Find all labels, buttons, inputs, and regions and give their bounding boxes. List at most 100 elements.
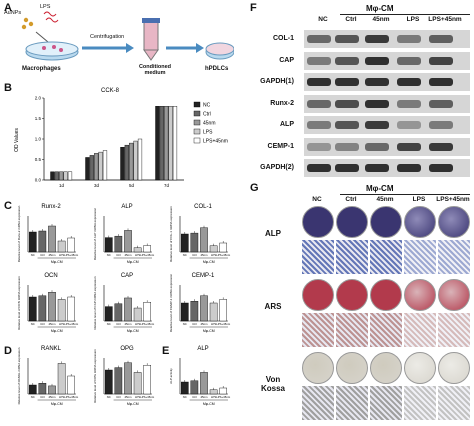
- blot-band: [335, 121, 359, 129]
- stain-row-label: ALP: [265, 229, 281, 238]
- bar: [124, 297, 132, 322]
- blot-band: [397, 142, 421, 151]
- y-axis-label: Relative level of Runx-2 mRNA expression: [17, 205, 21, 262]
- x-axis-label: Mφ-CM: [127, 260, 139, 264]
- x-tick-label: LPS: [59, 395, 64, 399]
- blot-band: [365, 35, 389, 43]
- blot-row-label: COL-1: [273, 35, 294, 42]
- bar: [67, 296, 75, 322]
- blot-band: [397, 56, 421, 65]
- bar: [29, 384, 37, 395]
- x-tick-label: Ctrl: [192, 395, 197, 399]
- bar: [29, 296, 37, 322]
- chart-title: OCN: [44, 273, 57, 279]
- stain-column-label: LPS: [412, 196, 426, 203]
- blot-band: [307, 164, 331, 172]
- bar: [133, 372, 142, 395]
- y-axis-label: Relative level of CEMP-1 mRNA expression: [169, 274, 173, 333]
- blot-band: [429, 164, 453, 172]
- chart-title: COL-1: [194, 204, 212, 210]
- bar: [102, 150, 108, 181]
- panel-letter-a: A: [4, 2, 12, 14]
- blot-band: [429, 121, 453, 129]
- stain-row-label: Von Kossa: [260, 375, 285, 393]
- bar: [143, 365, 152, 395]
- stain-column-label: NC: [312, 196, 322, 203]
- x-tick-label: LPS: [211, 322, 216, 326]
- x-tick-label: Ctrl: [116, 395, 121, 399]
- bar: [104, 237, 113, 253]
- x-tick-label: 45nm: [201, 395, 209, 399]
- micrograph: [438, 240, 470, 274]
- bar: [190, 380, 199, 395]
- x-tick-label: LPS+45nm: [140, 395, 155, 399]
- chart-title: OPG: [120, 346, 134, 352]
- x-tick-label: NC: [183, 395, 187, 399]
- bar: [104, 369, 113, 395]
- bar: [50, 171, 55, 181]
- hpdlcs-label: hPDLCs: [205, 66, 229, 72]
- bar: [63, 171, 68, 181]
- stain-column-label: LPS+45nm: [436, 196, 470, 203]
- x-tick-label: LPS: [59, 253, 64, 257]
- micrograph: [404, 313, 436, 347]
- y-axis-label: ALP activity: [169, 368, 173, 384]
- stain-column-label: 45nm: [376, 196, 394, 203]
- lps-label: LPS: [40, 4, 51, 10]
- blot-strip: [304, 30, 470, 48]
- x-tick-label: NC: [31, 253, 35, 257]
- bar: [94, 153, 99, 181]
- stain-header-line: [340, 194, 470, 195]
- chart-title: ALP: [121, 204, 132, 210]
- culture-well: [302, 352, 334, 384]
- x-tick-label: LPS+45nm: [140, 322, 155, 326]
- x-tick-label: LPS: [59, 322, 64, 326]
- bar: [89, 155, 94, 181]
- bar: [164, 106, 169, 181]
- bar: [48, 225, 56, 253]
- bar: [172, 106, 178, 181]
- y-axis-label: OD Values: [14, 128, 20, 152]
- x-tick-label: 45nm: [125, 322, 133, 326]
- bar: [124, 230, 132, 253]
- x-axis-label: Mφ-CM: [203, 329, 215, 333]
- bar: [57, 299, 66, 322]
- x-tick-label: LPS+45nm: [64, 395, 79, 399]
- stain-row-label: ARS: [264, 302, 282, 311]
- cck8-chart: CCK-8 OD Values 0.0 0.5 1.0 1.5 2.0 1d 3d 5d 7d NC C…: [14, 88, 228, 188]
- chart-title: ALP: [197, 346, 208, 352]
- blot-header-line: [340, 14, 470, 15]
- bar: [67, 237, 75, 253]
- bar: [209, 389, 218, 395]
- x-tick-label: LPS: [211, 395, 216, 399]
- culture-well: [404, 352, 436, 384]
- x-tick-label: LPS+45nm: [140, 253, 155, 257]
- blot-band: [429, 56, 453, 65]
- blot-band: [335, 78, 359, 86]
- bar: [143, 302, 152, 322]
- stain-header: Mφ-CM: [366, 184, 394, 193]
- chart-title: RANKL: [41, 346, 62, 352]
- panel-letter-c: C: [4, 200, 12, 212]
- x-tick-label: NC: [107, 322, 111, 326]
- y-tick-label: 1.0: [35, 137, 42, 142]
- x-tick-label: 45nm: [49, 253, 57, 257]
- blot-band: [429, 99, 453, 108]
- x-tick-label: 1d: [59, 183, 65, 188]
- blot-row-label: CAP: [279, 56, 294, 64]
- blot-band: [307, 99, 331, 108]
- bar: [190, 232, 199, 253]
- legend-entry: LPS: [203, 130, 213, 136]
- x-tick-label: 45nm: [125, 395, 133, 399]
- blot-band: [365, 78, 389, 86]
- blot-header: Mφ-CM: [366, 4, 394, 13]
- y-axis-label: Relative level of CAP mRNA expression: [93, 276, 97, 329]
- blot-row-label: GAPDH(1): [260, 78, 294, 85]
- panel-letter-b: B: [4, 82, 12, 94]
- x-tick-label: LPS: [135, 322, 140, 326]
- x-tick-label: 45nm: [125, 253, 133, 257]
- x-tick-label: Ctrl: [40, 395, 45, 399]
- micrograph: [404, 386, 436, 420]
- x-tick-label: 3d: [94, 183, 100, 188]
- blot-column-label: NC: [318, 16, 328, 23]
